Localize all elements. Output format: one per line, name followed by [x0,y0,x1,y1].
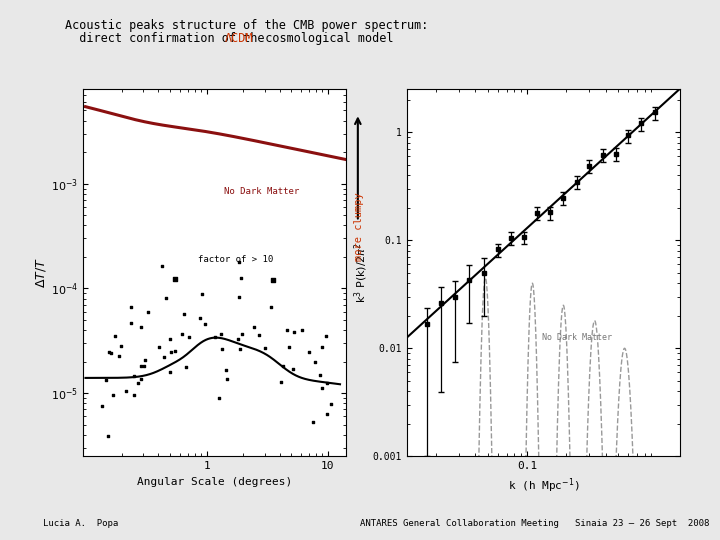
Point [233,258,245,266]
Point [176,330,188,339]
Point [142,308,153,317]
Point [125,319,137,327]
Point [282,326,293,334]
Point [161,294,172,302]
Point [275,378,287,387]
Point [129,391,140,400]
Point [181,363,192,372]
Point [325,400,337,408]
Point [106,349,117,357]
Point [221,375,233,383]
Point [248,322,260,331]
Point [310,357,321,366]
Point [156,262,168,271]
Point [303,348,315,357]
Point [179,309,190,318]
Point [321,409,333,418]
Point [314,370,325,379]
Point [234,345,246,353]
Text: ΛCDM: ΛCDM [225,32,253,45]
Text: No Dark Matter: No Dark Matter [225,187,300,196]
Point [259,343,271,352]
Point [289,328,300,336]
Point [317,343,328,352]
Point [267,276,279,285]
Point [138,361,150,370]
Point [288,364,300,373]
Point [163,335,175,344]
Point [153,343,165,352]
Point [135,322,147,331]
Point [169,275,181,284]
Point [199,320,211,329]
Point [125,303,136,312]
Point [307,417,318,426]
Y-axis label: $\Delta T/T$: $\Delta T/T$ [34,257,48,288]
Point [283,342,294,351]
Point [209,333,220,341]
Text: more clumpy: more clumpy [354,192,364,261]
Point [121,387,132,395]
Point [158,353,170,361]
Point [109,332,121,341]
Point [297,326,308,334]
Point [233,293,245,301]
Point [321,378,333,387]
Point [129,372,140,380]
Point [166,347,177,356]
Point [253,330,265,339]
Point [316,383,328,392]
Point [235,273,247,282]
Point [215,330,226,339]
Text: direct confirmation of the: direct confirmation of the [65,32,271,45]
Point [213,394,225,402]
X-axis label: k (h Mpc$^{-1}$): k (h Mpc$^{-1}$) [508,477,580,495]
Point [232,334,243,343]
Point [320,332,332,341]
Point [164,368,176,376]
X-axis label: Angular Scale (degrees): Angular Scale (degrees) [137,477,292,487]
Y-axis label: k$^3$ P(k)/2$\pi^2$: k$^3$ P(k)/2$\pi^2$ [352,242,370,303]
Point [115,342,127,350]
Point [135,362,146,370]
Point [236,329,248,338]
Point [139,355,150,364]
Point [216,345,228,354]
Point [196,290,207,299]
Point [135,375,147,383]
Text: ANTARES General Collaboration Meeting   Sinaia 23 – 26 Sept  2008: ANTARES General Collaboration Meeting Si… [360,519,709,528]
Point [220,365,232,374]
Text: factor of > 10: factor of > 10 [198,255,274,264]
Point [113,352,125,360]
Point [103,348,114,356]
Point [168,347,180,355]
Point [132,379,144,387]
Text: Acoustic peaks structure of the CMB power spectrum:: Acoustic peaks structure of the CMB powe… [65,19,428,32]
Point [96,402,108,410]
Point [107,390,119,399]
Point [102,431,114,440]
Text: Lucia A.  Popa: Lucia A. Popa [43,519,119,528]
Point [100,375,112,384]
Text: No Dark Matter: No Dark Matter [542,333,612,342]
Text: cosmological model: cosmological model [251,32,393,45]
Point [184,333,195,342]
Point [277,361,289,370]
Point [265,302,276,311]
Point [194,313,205,322]
